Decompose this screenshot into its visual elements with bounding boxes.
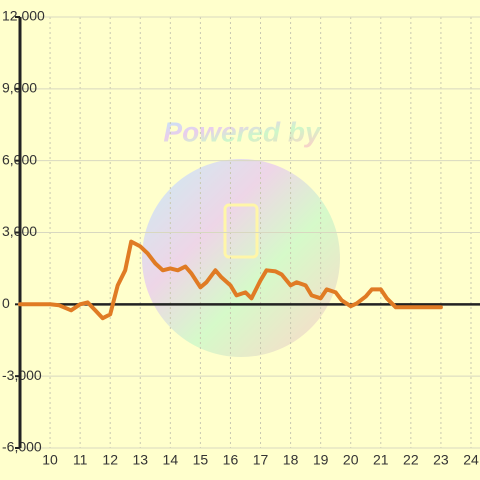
x-tick-label: 11 xyxy=(73,452,88,468)
y-tick-label: -6,000 xyxy=(2,439,42,455)
x-tick-label: 21 xyxy=(373,452,389,468)
x-tick-label: 24 xyxy=(463,452,479,468)
line xyxy=(18,239,443,321)
x-tick-label: 22 xyxy=(403,452,419,468)
x-tick-label: 17 xyxy=(253,452,269,468)
y-tick-label: 0 xyxy=(2,295,10,311)
x-tick-label: 15 xyxy=(193,452,209,468)
watermark-text: Powered by xyxy=(163,116,322,147)
x-tick-label: 13 xyxy=(132,452,148,468)
y-tick-label: -3,000 xyxy=(2,367,42,383)
watermark-icon xyxy=(223,203,259,259)
x-tick-label: 12 xyxy=(102,452,118,468)
x-tick-label: 16 xyxy=(223,452,239,468)
x-tick-label: 19 xyxy=(313,452,329,468)
x-tick-label: 18 xyxy=(283,452,299,468)
x-tick-label: 20 xyxy=(343,452,359,468)
x-tick-label: 14 xyxy=(163,452,179,468)
x-tick-label: 10 xyxy=(42,452,58,468)
plot: 10 11 12 13 14 15 16 17 18 19 20 21 22 23 24 -6,000 -3,0… xyxy=(2,8,480,468)
y-tick-label: 12,000 xyxy=(2,8,45,24)
x-tick-label: 23 xyxy=(433,452,449,468)
